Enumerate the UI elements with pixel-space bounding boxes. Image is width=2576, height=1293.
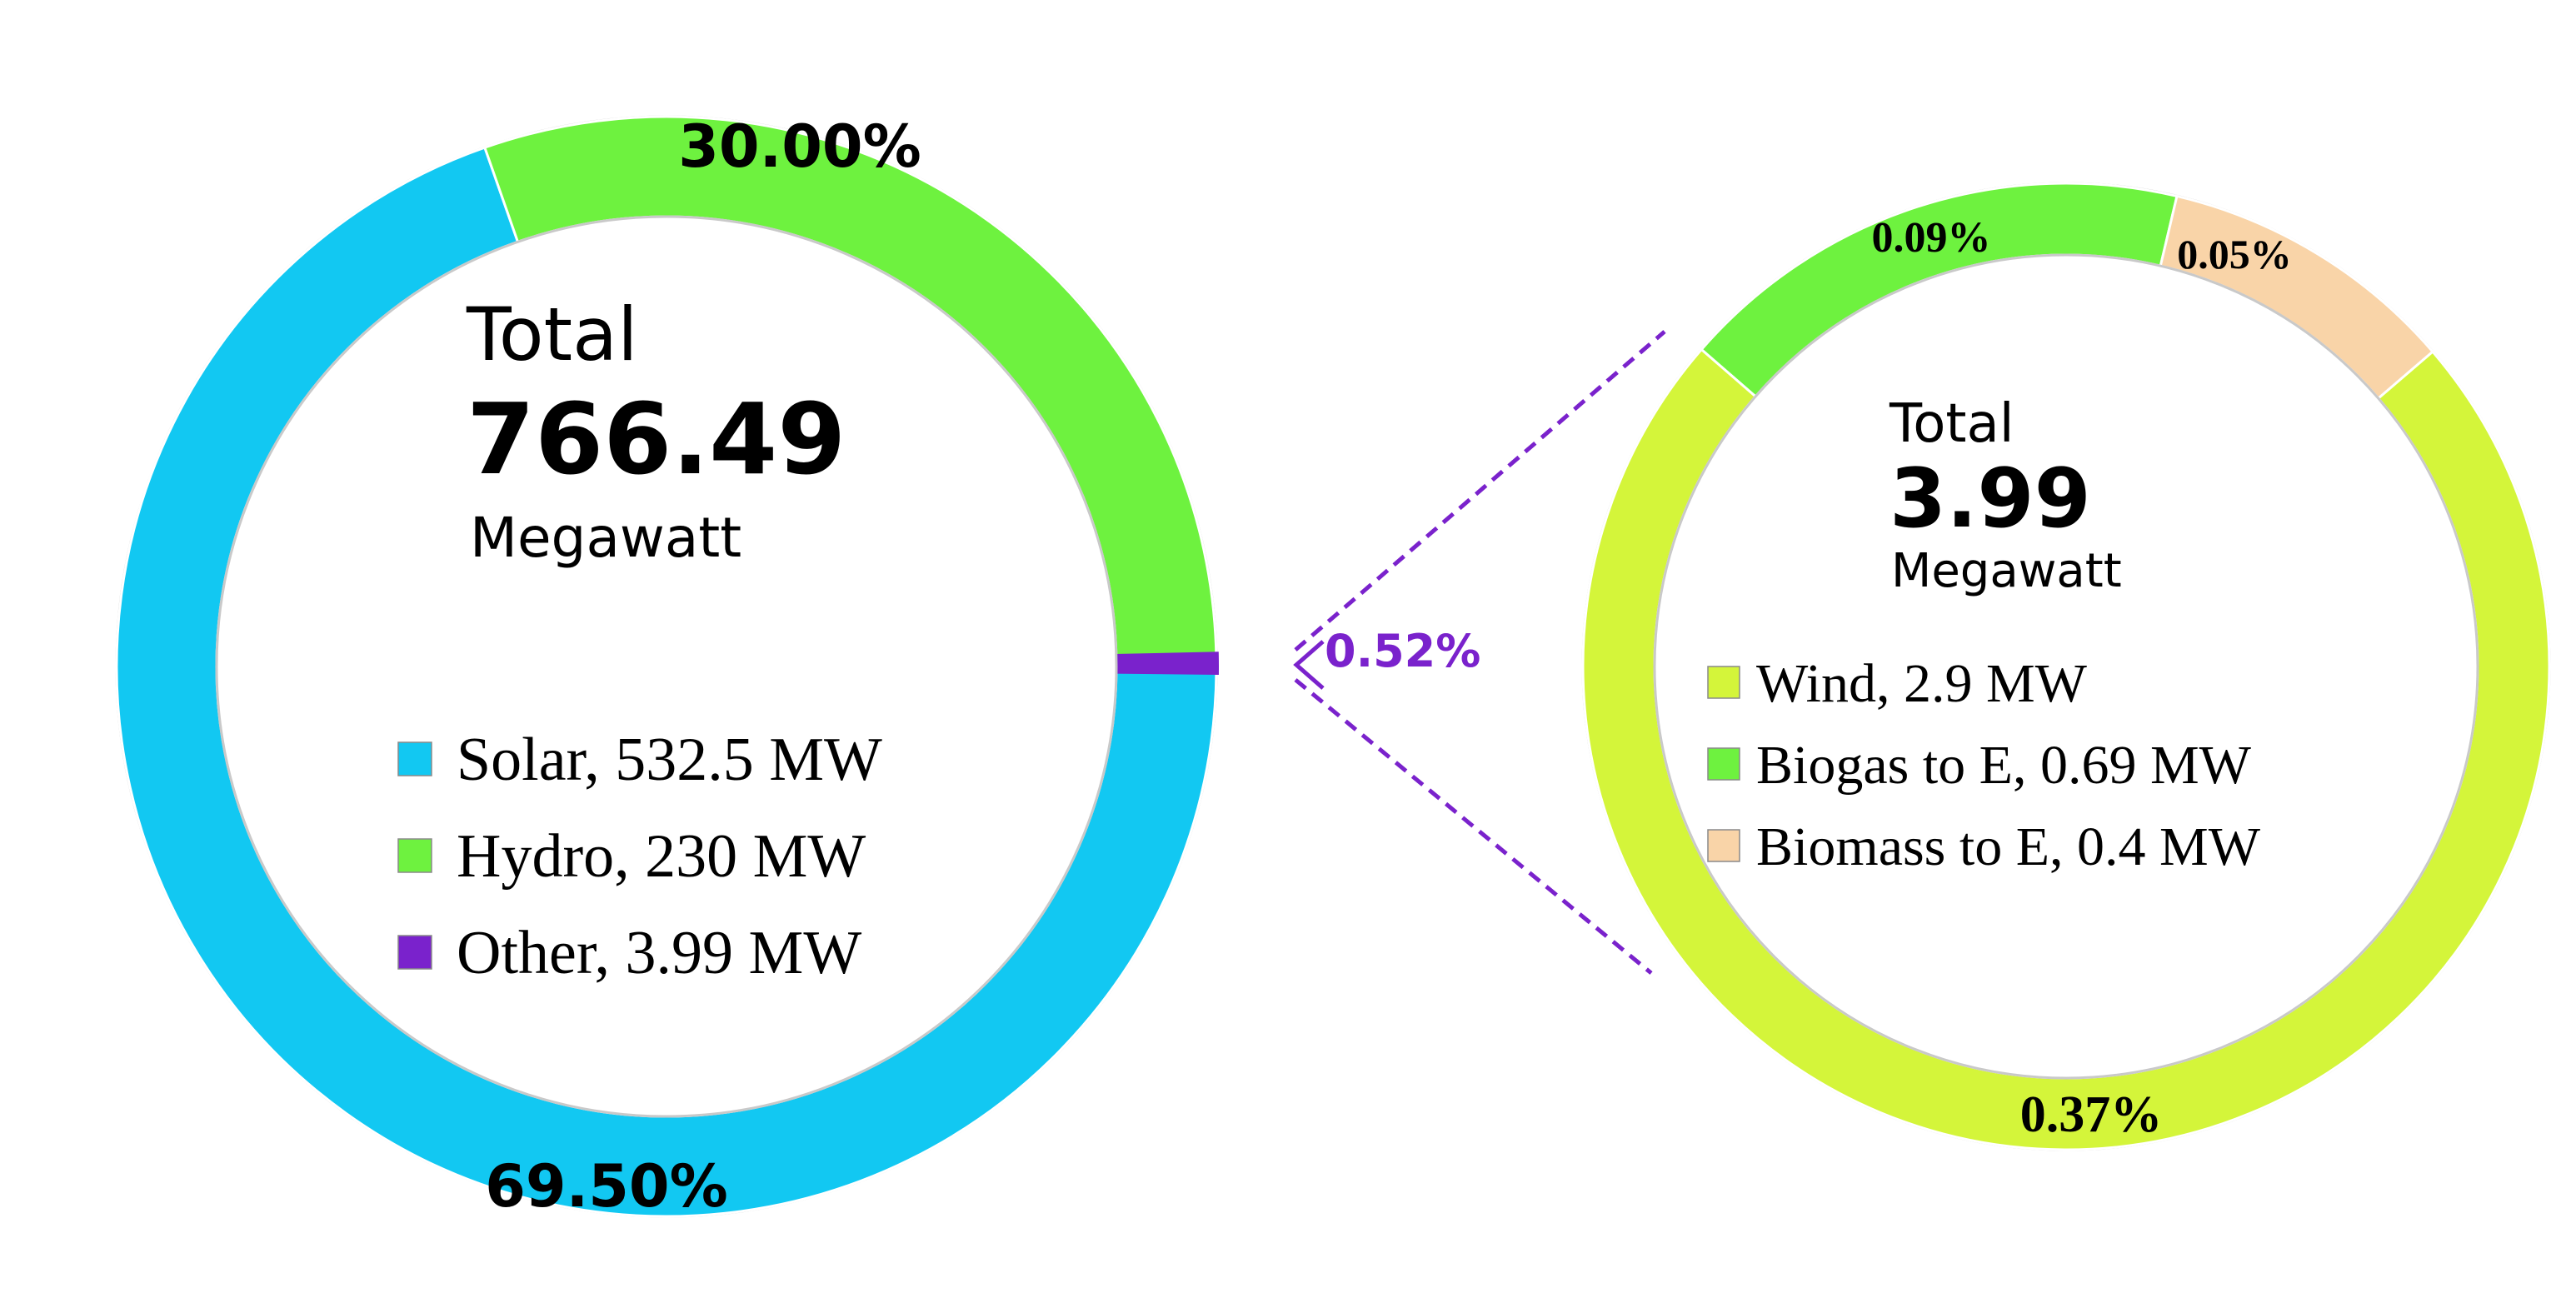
slice-other [1113, 651, 1219, 675]
legend-swatch-wind [1707, 666, 1740, 699]
sub-legend: Wind, 2.9 MW Biogas to E, 0.69 MW Biomas… [1707, 653, 2261, 877]
sub-donut-hole [1653, 253, 2479, 1080]
main-total-label: Total [466, 292, 638, 377]
main-total-unit: Megawatt [470, 506, 741, 570]
main-legend: Solar, 532.5 MW Hydro, 230 MW Other, 3.9… [397, 726, 882, 987]
percent-label-solar: 69.50% [485, 1152, 728, 1221]
percent-label-wind: 0.37% [2020, 1086, 2163, 1143]
legend-swatch-solar [397, 741, 432, 776]
legend-label-biomass: Biomass to E, 0.4 MW [1756, 816, 2261, 877]
connector-line-top [1294, 330, 1666, 651]
percent-label-biomass: 0.05% [2177, 231, 2292, 277]
main-donut-chart [115, 115, 1219, 1218]
legend-swatch-biogas [1707, 747, 1740, 781]
legend-label-wind: Wind, 2.9 MW [1756, 653, 2088, 714]
legend-label-hydro: Hydro, 230 MW [457, 822, 866, 891]
connector-line-bottom [1294, 678, 1653, 975]
connector-bracket [1293, 640, 1325, 690]
legend-label-solar: Solar, 532.5 MW [457, 726, 882, 794]
sub-total-unit: Megawatt [1891, 544, 2122, 598]
main-donut-hole [215, 215, 1118, 1118]
sub-total-label: Total [1889, 393, 2014, 455]
main-total-value: 766.49 [467, 382, 846, 497]
legend-swatch-other [397, 935, 432, 970]
sub-donut-chart [1581, 182, 2551, 1151]
legend-swatch-biomass [1707, 829, 1740, 862]
legend-label-biogas: Biogas to E, 0.69 MW [1756, 735, 2252, 796]
percent-label-biogas: 0.09% [1872, 214, 1991, 262]
percent-label-hydro: 30.00% [678, 112, 921, 181]
percent-label-other: 0.52% [1325, 625, 1480, 677]
sub-total-value: 3.99 [1890, 452, 2091, 547]
legend-swatch-hydro [397, 838, 432, 873]
legend-label-other: Other, 3.99 MW [457, 919, 861, 987]
breakdown-connector [1293, 330, 1666, 975]
